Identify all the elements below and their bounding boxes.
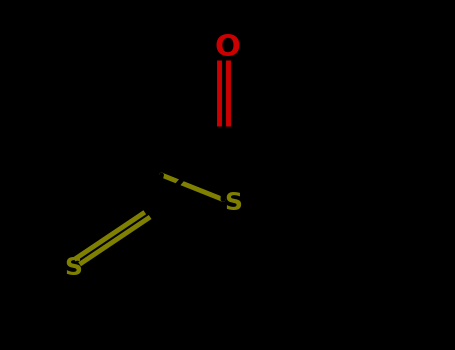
Text: O: O	[215, 33, 240, 62]
Text: S: S	[64, 256, 82, 280]
Text: S: S	[224, 191, 242, 215]
